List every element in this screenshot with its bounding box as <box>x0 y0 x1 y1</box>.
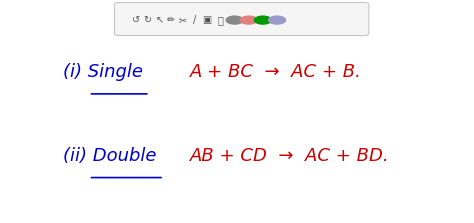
Text: /: / <box>193 15 196 25</box>
Text: ⬜: ⬜ <box>218 15 223 25</box>
Text: ↻: ↻ <box>144 15 152 25</box>
Circle shape <box>269 16 285 24</box>
Text: ✂: ✂ <box>179 15 187 25</box>
Text: ↺: ↺ <box>132 15 140 25</box>
Circle shape <box>226 16 243 24</box>
Text: AB + CD  →  AC + BD.: AB + CD → AC + BD. <box>190 147 390 165</box>
Circle shape <box>240 16 257 24</box>
Circle shape <box>255 16 272 24</box>
Text: ↖: ↖ <box>155 15 164 25</box>
Text: A + BC  →  AC + B.: A + BC → AC + B. <box>190 63 362 81</box>
FancyBboxPatch shape <box>115 2 369 35</box>
Text: (i) Single: (i) Single <box>63 63 143 81</box>
Text: ▣: ▣ <box>202 15 211 25</box>
Text: (ii) Double: (ii) Double <box>63 147 156 165</box>
Text: ✏: ✏ <box>167 15 175 25</box>
